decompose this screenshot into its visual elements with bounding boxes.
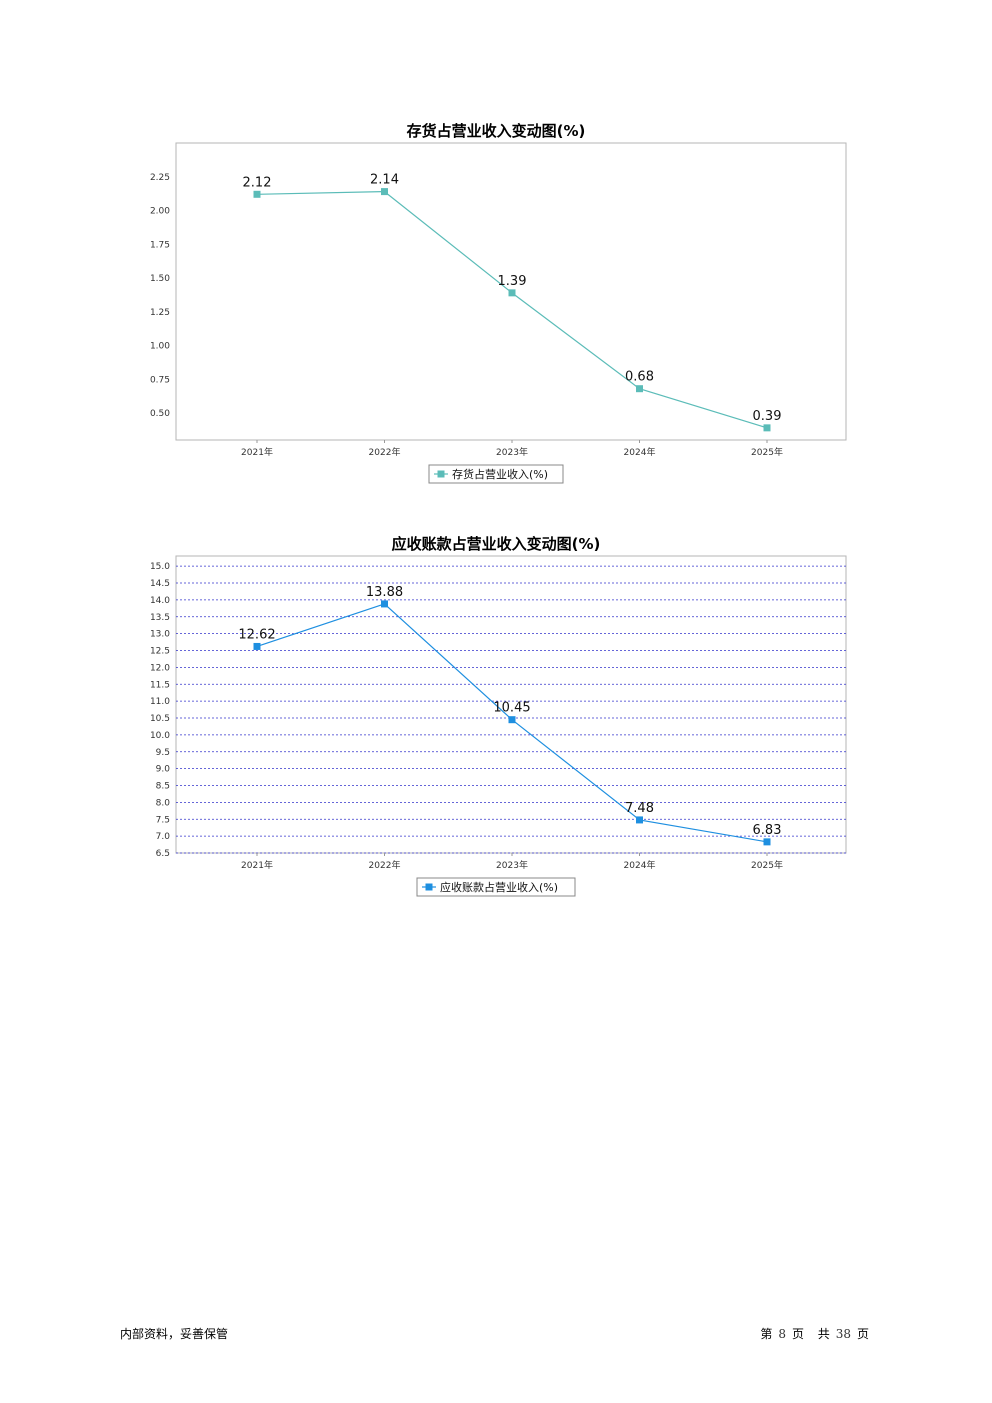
receivables-y-tick-label: 9.0: [156, 765, 171, 775]
receivables-legend-marker: [425, 883, 433, 891]
inventory-y-tick-label: 1.25: [150, 308, 170, 318]
receivables-data-label: 12.62: [238, 627, 275, 642]
page-prefix: 第: [760, 1327, 773, 1341]
receivables-legend-label: 应收账款占营业收入(%): [440, 880, 558, 894]
inventory-x-tick-label: 2024年: [624, 446, 656, 458]
receivables-x-tick-label: 2022年: [369, 859, 401, 871]
receivables-y-tick-label: 7.5: [156, 815, 170, 825]
inventory-data-label: 1.39: [498, 274, 527, 289]
inventory-chart-title: 存货占营业收入变动图(%): [406, 122, 586, 140]
inventory-x-tick-label: 2023年: [496, 446, 528, 458]
receivables-y-tick-label: 11.0: [150, 697, 170, 707]
inventory-legend-marker: [437, 470, 445, 478]
receivables-y-tick-label: 15.0: [150, 562, 170, 572]
receivables-data-label: 10.45: [493, 701, 530, 716]
receivables-data-point: [508, 716, 516, 724]
footer-confidential-note: 内部资料，妥善保管: [120, 1327, 229, 1341]
inventory-data-point: [636, 385, 643, 393]
receivables-data-label: 6.83: [753, 823, 782, 838]
inventory-data-point: [763, 424, 771, 432]
inventory-data-label: 2.14: [370, 173, 399, 188]
inventory-data-label: 2.12: [243, 175, 272, 190]
receivables-y-tick-label: 9.5: [156, 748, 170, 758]
inventory-x-tick-label: 2025年: [751, 446, 783, 458]
inventory-legend-label: 存货占营业收入(%): [452, 467, 548, 481]
receivables-y-tick-label: 12.0: [150, 663, 170, 673]
inventory-legend-box: [428, 464, 564, 484]
receivables-x-tick-label: 2023年: [496, 859, 528, 871]
inventory-data-point: [508, 289, 516, 297]
receivables-y-tick-label: 12.5: [150, 647, 170, 657]
total-pages: 38: [835, 1327, 851, 1341]
inventory-data-label: 0.39: [753, 409, 782, 424]
receivables-y-tick-label: 11.5: [150, 680, 170, 690]
inventory-data-point: [253, 190, 261, 198]
receivables-data-label: 13.88: [366, 585, 403, 600]
inventory-y-tick-label: 1.75: [150, 240, 170, 250]
receivables-chart-svg: 15.0 14.5 14.0 13.5 13.0 12.5 12.0 11.5 11.0 10.5…: [150, 555, 847, 897]
receivables-legend-box: [416, 877, 576, 897]
receivables-y-tick-label: 10.5: [150, 714, 170, 724]
inventory-data-point: [381, 188, 388, 196]
receivables-plot-area: [175, 555, 847, 854]
receivables-y-tick-label: 7.0: [156, 832, 171, 842]
receivables-y-tick-label: 6.5: [156, 849, 170, 859]
receivables-y-tick-label: 14.5: [150, 579, 170, 589]
receivables-y-tick-label: 8.0: [156, 798, 171, 808]
inventory-y-tick-label: 1.50: [150, 274, 170, 284]
page-number: 8: [778, 1327, 787, 1341]
inventory-y-tick-label: 2.00: [150, 207, 170, 217]
receivables-y-tick-label: 13.5: [150, 613, 170, 623]
receivables-data-point: [381, 600, 388, 608]
inventory-data-label: 0.68: [625, 370, 654, 385]
receivables-data-label: 7.48: [625, 801, 654, 816]
page-unit: 页: [792, 1327, 805, 1341]
receivables-x-tick-label: 2025年: [751, 859, 783, 871]
receivables-data-point: [253, 642, 261, 650]
total-prefix: 共: [817, 1327, 830, 1341]
inventory-y-tick-label: 2.25: [150, 173, 170, 183]
inventory-x-tick-label: 2021年: [241, 446, 273, 458]
receivables-y-tick-label: 14.0: [150, 596, 170, 606]
inventory-chart-svg: 2.25 2.00 1.75 1.50 1.25 1.00 0.75 0.50 2021年 202…: [150, 142, 847, 484]
receivables-chart-title: 应收账款占营业收入变动图(%): [391, 535, 601, 553]
receivables-y-tick-label: 8.5: [156, 782, 170, 792]
receivables-y-tick-label: 13.0: [150, 630, 170, 640]
receivables-x-tick-label: 2024年: [624, 859, 656, 871]
inventory-x-tick-label: 2022年: [369, 446, 401, 458]
inventory-y-tick-label: 0.50: [150, 409, 170, 419]
receivables-data-point: [763, 838, 771, 846]
inventory-y-tick-label: 1.00: [150, 342, 170, 352]
receivables-y-tick-label: 10.0: [150, 731, 170, 741]
total-unit: 页: [856, 1327, 869, 1341]
receivables-data-point: [636, 816, 643, 824]
receivables-x-tick-label: 2021年: [241, 859, 273, 871]
inventory-y-tick-label: 0.75: [150, 375, 170, 385]
